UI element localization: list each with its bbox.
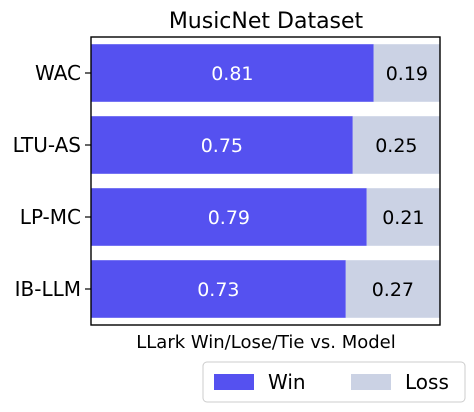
data-label-win-ltu-as: 0.75 <box>201 135 243 157</box>
chart-title: MusicNet Dataset <box>169 9 364 34</box>
y-tick-label: IB-LLM <box>15 277 81 301</box>
plot-frame <box>90 36 441 326</box>
legend: Win Loss <box>202 361 466 403</box>
bar-loss-ltu-as <box>352 116 440 174</box>
data-label-win-ib-llm: 0.73 <box>197 279 239 301</box>
bar-loss-wac <box>373 44 440 102</box>
legend-label-win: Win <box>268 370 306 394</box>
plot-area: 0.81 0.19 WAC 0.75 0.25 LTU-AS 0.79 0.21 LP-MC 0.… <box>13 44 440 318</box>
bar-win-ltu-as <box>91 116 353 174</box>
data-label-win-lp-mc: 0.79 <box>208 207 250 229</box>
legend-swatch-win <box>214 374 254 390</box>
legend-frame <box>202 361 466 403</box>
bar-win-ib-llm <box>91 260 346 318</box>
bar-win-wac <box>91 44 374 102</box>
data-label-loss-ltu-as: 0.25 <box>375 135 417 157</box>
data-label-loss-ib-llm: 0.27 <box>372 279 414 301</box>
y-tick-label: LTU-AS <box>13 133 81 157</box>
data-label-loss-wac: 0.19 <box>386 63 428 85</box>
y-tick-label: WAC <box>35 61 81 85</box>
y-tick-label: LP-MC <box>20 205 81 229</box>
data-label-win-wac: 0.81 <box>211 63 253 85</box>
legend-swatch-loss <box>351 374 391 390</box>
bar-loss-lp-mc <box>366 188 440 246</box>
bar-win-lp-mc <box>91 188 367 246</box>
x-axis-label: LLark Win/Lose/Tie vs. Model <box>136 332 396 353</box>
bar-loss-ib-llm <box>345 260 440 318</box>
legend-label-loss: Loss <box>405 370 449 394</box>
data-label-loss-lp-mc: 0.21 <box>382 207 424 229</box>
